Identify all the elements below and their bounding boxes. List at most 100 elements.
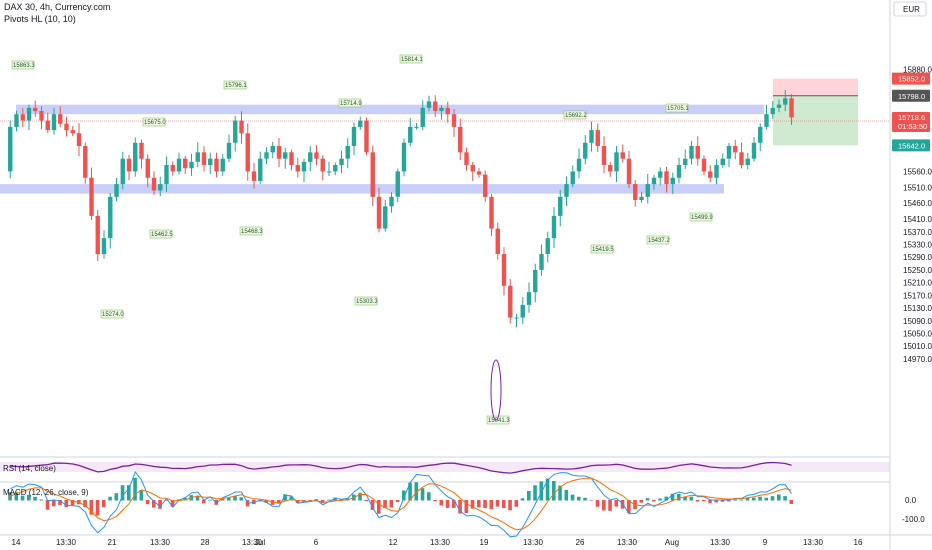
candle [258,151,263,184]
candle [45,112,50,134]
macd-bar [752,497,756,501]
candle [33,100,38,117]
candle [108,192,113,249]
candle [370,145,375,206]
candle [151,171,157,195]
svg-text:15437.2: 15437.2 [648,238,670,244]
candles [8,89,794,328]
macd-bar [95,500,100,516]
svg-text:15796.1: 15796.1 [225,83,247,89]
macd-bar [445,500,450,508]
candle [695,136,700,166]
pivot-label: 15419.5 [590,244,614,254]
price-tick: 15880.0 [903,66,932,75]
macd-bar [27,494,31,501]
candle [676,157,682,184]
pivot-label: 15462.5 [149,229,173,239]
macd-bar [570,494,575,501]
macd-bar [639,500,644,503]
candle [464,147,469,171]
time-label: 13:30 [617,538,638,547]
macd-bar [583,497,587,501]
candle [533,263,538,303]
candle [401,138,407,177]
candle [545,231,550,263]
candle [89,167,94,220]
macd-bar [414,482,419,501]
macd-bar [670,493,675,501]
price-tags: 15852.0 15798.0 15642.0 15718.601:53:50 [892,72,930,152]
currency-badge[interactable] [893,1,927,17]
macd-bar [295,500,300,504]
candle [64,116,69,137]
candle [145,154,150,188]
pivot-label: 15468.3 [239,226,263,236]
pivot-label: 15041.3 [486,415,510,425]
macd-bar [608,500,612,511]
price-tick: 15210.0 [903,279,932,288]
macd-bar [664,496,669,501]
candle [395,168,400,203]
rsi-label[interactable]: RSI (14, close) [3,464,56,473]
macd-bar [70,500,75,506]
candle [351,122,357,156]
candle [389,192,394,213]
macd-bar [552,481,556,501]
candle [470,161,475,181]
price-tick: 14970.0 [903,355,932,364]
candle [301,158,307,182]
price-axis-ticks[interactable]: 15880.0 15560.0 15510.0 15460.0 15410.0 15370… [903,66,932,364]
rsi-line [10,461,792,474]
candle [451,108,457,137]
macd-bar [652,500,656,502]
pivot-label: 15863.3 [11,60,35,70]
resistance-zone [16,104,764,115]
macd-bar [364,500,369,502]
svg-text:15274.0: 15274.0 [102,312,124,318]
target-zone[interactable] [773,78,858,96]
candle [101,230,107,259]
candle [514,314,519,328]
time-label: 6 [314,538,319,547]
svg-text:01:53:50: 01:53:50 [898,122,927,131]
macd-tick-0: 0.0 [905,496,917,505]
price-tick: 15330.0 [903,240,932,249]
macd-bar [627,500,631,513]
macd-bar [689,496,694,501]
macd-bar [470,500,475,509]
macd-label[interactable]: MACD (12, 26, close, 9) [3,488,89,497]
candle [383,199,388,232]
macd-bar [452,500,456,508]
macd-bar [389,500,394,508]
candle [376,187,382,233]
pivot-label: 15437.2 [646,235,670,245]
svg-text:15798.0: 15798.0 [898,92,925,101]
candle [201,146,207,172]
svg-text:15468.3: 15468.3 [241,229,263,235]
candle [570,165,575,188]
candle [726,142,732,168]
macd-bar [477,500,481,508]
price-tick: 15090.0 [903,317,932,326]
time-label: 13:30 [523,538,544,547]
macd-bar [164,500,169,501]
indicator-label[interactable]: Pivots HL (10, 10) [4,14,76,24]
macd-bar [783,496,787,501]
pivot-label: 15705.1 [665,103,689,113]
candle [76,123,82,157]
macd-bar [527,490,531,501]
candle [614,146,619,182]
time-label: 16 [854,538,863,547]
macd-bar [770,496,775,501]
time-label: 13:30 [430,538,451,547]
candle [576,148,582,179]
candle [645,173,650,204]
time-label: Aug [665,538,679,547]
candle [251,162,257,189]
macd-bar [220,499,225,501]
macd-line [10,470,792,538]
macd-bar [789,500,794,504]
time-label: 13:30 [242,538,263,547]
